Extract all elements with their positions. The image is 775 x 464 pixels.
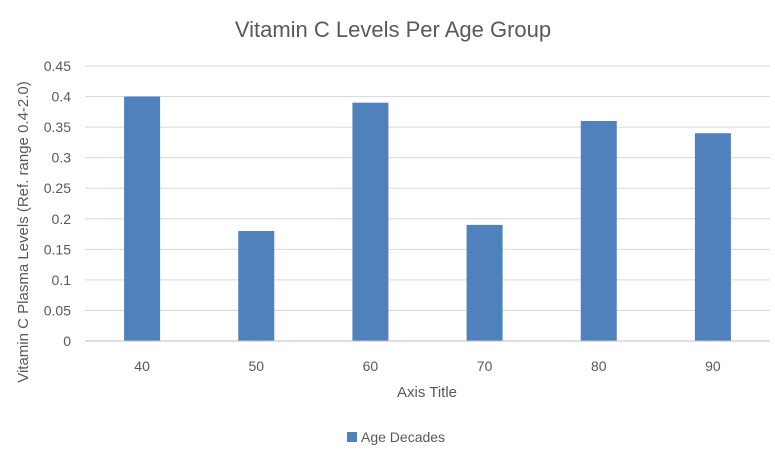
y-tick-label: 0.45 [44, 58, 71, 74]
x-tick-label: 90 [705, 358, 721, 374]
bar-40 [124, 96, 161, 341]
x-tick-label: 80 [591, 358, 607, 374]
x-tick-label: 70 [477, 358, 493, 374]
legend-swatch [347, 432, 357, 442]
x-axis-title: Axis Title [397, 384, 457, 401]
x-tick-label: 60 [363, 358, 379, 374]
y-axis-title: Vitamin C Plasma Levels (Ref. range 0.4-… [15, 81, 32, 383]
bar-80 [580, 121, 617, 341]
y-tick-label: 0 [63, 333, 71, 349]
bar-70 [466, 224, 503, 341]
bar-50 [238, 231, 275, 341]
x-tick-label: 40 [134, 358, 150, 374]
y-tick-label: 0.1 [52, 272, 72, 288]
y-axis-ticks: 0 0.05 0.1 0.15 0.2 0.25 0.3 0.35 0.4 0.45 [44, 58, 71, 349]
gridlines [85, 65, 770, 311]
legend: Age Decades [347, 429, 445, 445]
y-tick-label: 0.4 [52, 89, 72, 105]
y-tick-label: 0.15 [44, 241, 71, 257]
x-tick-label: 50 [248, 358, 264, 374]
bar-90 [694, 133, 731, 341]
legend-label: Age Decades [361, 429, 445, 445]
y-tick-label: 0.05 [44, 302, 71, 318]
y-tick-label: 0.2 [52, 211, 72, 227]
y-tick-label: 0.35 [44, 119, 71, 135]
y-tick-label: 0.3 [52, 150, 72, 166]
chart-title: Vitamin C Levels Per Age Group [235, 17, 551, 42]
x-axis-ticks: 40 50 60 70 80 90 [134, 358, 721, 374]
bar-60 [352, 102, 389, 342]
bars [124, 96, 731, 342]
y-tick-label: 0.25 [44, 180, 71, 196]
